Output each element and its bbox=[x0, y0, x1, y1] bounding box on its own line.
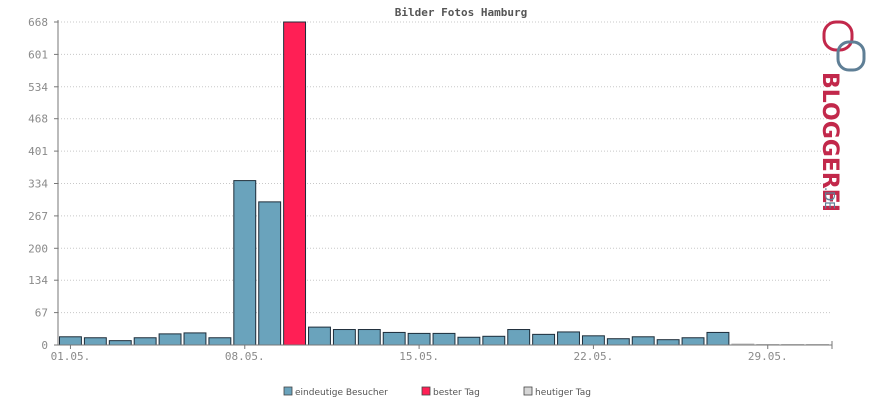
x-tick-labels: 01.05. 08.05. 15.05. 22.05. 29.05. bbox=[51, 345, 788, 363]
bar-22.05.[interactable] bbox=[581, 335, 605, 346]
bar-12.05.[interactable] bbox=[332, 329, 356, 346]
legend-swatch bbox=[283, 386, 293, 396]
x-tick-label: 22.05. bbox=[574, 350, 614, 363]
y-tick-label: 401 bbox=[28, 145, 48, 158]
logo-ring-red bbox=[822, 20, 854, 52]
bar-21.05.[interactable] bbox=[557, 331, 580, 346]
bar-09.05.[interactable] bbox=[258, 201, 282, 346]
bar-27.05.[interactable] bbox=[706, 331, 730, 346]
axes bbox=[54, 20, 833, 349]
y-tick-label: 468 bbox=[28, 113, 48, 126]
legend-label: heutiger Tag bbox=[535, 388, 591, 398]
y-tick-label: 534 bbox=[28, 81, 48, 94]
bar-17.05.[interactable] bbox=[457, 336, 481, 346]
bar-19.05.[interactable] bbox=[507, 329, 531, 346]
x-tick-label: 01.05. bbox=[51, 350, 91, 363]
logo-wordmark: BLOGGEREI bbox=[817, 72, 842, 212]
bar-03.05.[interactable] bbox=[108, 340, 132, 346]
x-tick-label: 08.05. bbox=[225, 350, 265, 363]
legend-swatch bbox=[421, 386, 431, 396]
bar-02.05.[interactable] bbox=[83, 337, 107, 346]
bar-04.05.[interactable] bbox=[133, 337, 157, 346]
bar-24.05.[interactable] bbox=[631, 336, 655, 346]
bar-14.05.[interactable] bbox=[382, 331, 406, 346]
bar-05.05.[interactable] bbox=[158, 333, 182, 346]
y-tick-label: 334 bbox=[28, 178, 48, 191]
y-tick-label: 200 bbox=[28, 242, 48, 255]
bar-20.05.[interactable] bbox=[532, 333, 556, 346]
y-tick-label: 601 bbox=[28, 48, 48, 61]
legend: eindeutige Besucher bester Tag heutiger Ta… bbox=[283, 386, 591, 398]
bar-01.05.[interactable] bbox=[59, 336, 82, 346]
bar-06.05.[interactable] bbox=[183, 332, 207, 346]
legend-label: bester Tag bbox=[433, 388, 480, 398]
bar-10.05.[interactable] bbox=[283, 21, 307, 346]
bar-16.05.[interactable] bbox=[432, 332, 456, 346]
y-tick-labels: 0 67 134 200 267 334 401 468 534 601 668 bbox=[28, 16, 48, 352]
bar-15.05.[interactable] bbox=[407, 332, 431, 346]
bar-26.05.[interactable] bbox=[681, 337, 705, 346]
bar-08.05.[interactable] bbox=[233, 180, 257, 346]
bar-13.05.[interactable] bbox=[357, 329, 381, 346]
y-tick-label: 67 bbox=[35, 307, 48, 320]
bars bbox=[59, 21, 829, 346]
y-tick-label: 0 bbox=[41, 339, 48, 352]
bloggerei-logo[interactable]: BLOGGEREI .DE bbox=[817, 20, 866, 212]
bar-07.05.[interactable] bbox=[208, 337, 232, 346]
grid-lines bbox=[54, 21, 830, 346]
y-tick-label: 668 bbox=[28, 16, 48, 29]
legend-swatch bbox=[523, 386, 533, 396]
logo-ring-blue bbox=[836, 40, 866, 72]
bar-11.05.[interactable] bbox=[308, 326, 331, 346]
logo-icon bbox=[822, 20, 866, 72]
x-tick-label: 29.05. bbox=[748, 350, 788, 363]
chart-title: Bilder Fotos Hamburg bbox=[395, 6, 527, 19]
legend-label: eindeutige Besucher bbox=[295, 388, 388, 398]
y-tick-label: 134 bbox=[28, 274, 48, 287]
bar-18.05.[interactable] bbox=[482, 335, 506, 346]
x-tick-label: 15.05. bbox=[399, 350, 439, 363]
bar-23.05.[interactable] bbox=[606, 338, 630, 346]
logo-suffix: .DE bbox=[821, 187, 836, 209]
y-tick-label: 267 bbox=[28, 210, 48, 223]
bar-25.05.[interactable] bbox=[656, 339, 680, 346]
